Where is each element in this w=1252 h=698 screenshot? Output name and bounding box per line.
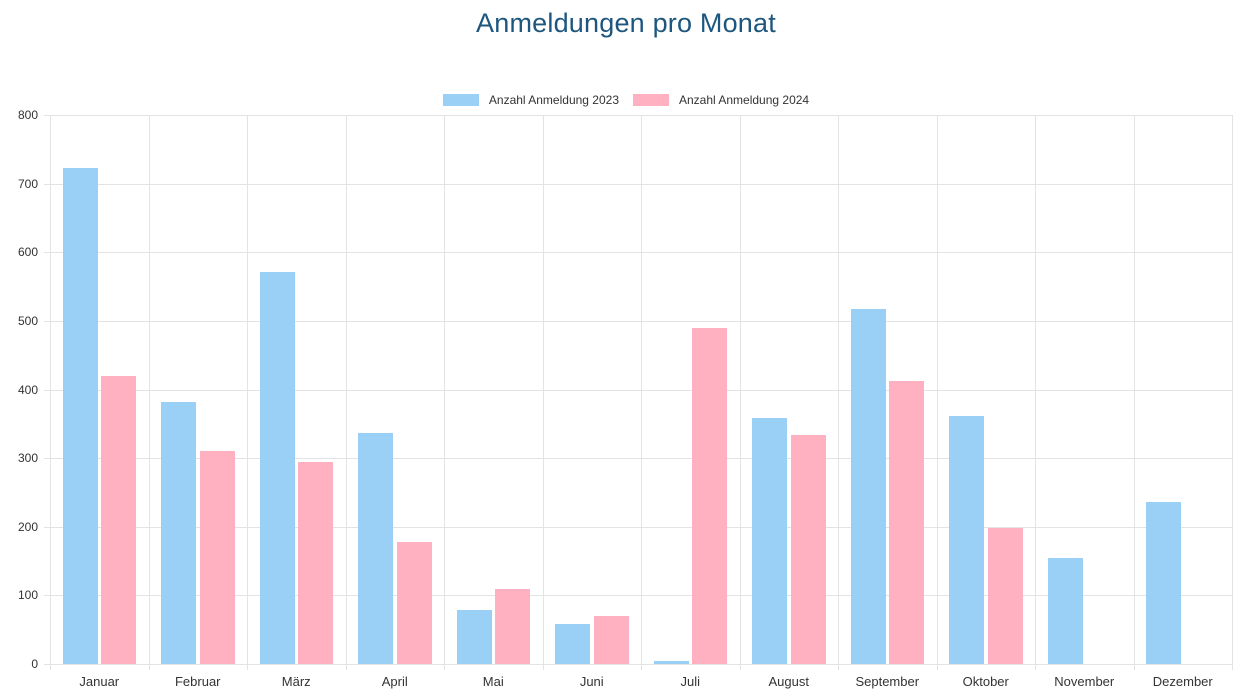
- gridline-horizontal: [44, 664, 1232, 665]
- bar-2023-april[interactable]: [358, 433, 393, 664]
- y-axis-tick-label: 300: [17, 451, 38, 466]
- y-axis-tick-label: 600: [17, 245, 38, 260]
- gridline-vertical: [50, 115, 51, 670]
- x-axis-tick-label: November: [1054, 674, 1115, 689]
- gridline-horizontal: [44, 252, 1232, 254]
- gridline-vertical: [641, 115, 642, 670]
- x-axis-tick-label: April: [381, 674, 408, 689]
- bar-2024-september[interactable]: [889, 380, 924, 664]
- y-axis-tick-label: 0: [31, 657, 38, 671]
- x-axis-tick-label: September: [855, 674, 920, 689]
- bar-2023-februar[interactable]: [161, 401, 196, 664]
- y-axis-tick-label: 200: [17, 519, 38, 534]
- x-axis-tick-label: Juni: [579, 674, 604, 689]
- gridline-horizontal: [44, 320, 1232, 322]
- bar-2024-januar[interactable]: [101, 375, 136, 664]
- gridline-vertical: [936, 115, 938, 670]
- bar-2023-märz[interactable]: [259, 272, 295, 664]
- gridline-horizontal: [44, 595, 1232, 597]
- gridline-vertical: [1133, 115, 1135, 670]
- bar-2024-märz[interactable]: [298, 462, 333, 664]
- bar-2024-juli[interactable]: [692, 327, 727, 664]
- bar-2024-februar[interactable]: [199, 451, 235, 664]
- gridline-horizontal: [44, 389, 1232, 391]
- bar-2024-juni[interactable]: [593, 615, 629, 664]
- y-axis-tick-label: 500: [17, 313, 38, 328]
- bar-2024-mai[interactable]: [495, 589, 530, 664]
- chart-legend: Anzahl Anmeldung 2023 Anzahl Anmeldung 2…: [0, 93, 1252, 107]
- gridline-vertical: [542, 115, 544, 670]
- x-axis-tick-label: August: [768, 674, 809, 689]
- bar-2023-januar[interactable]: [62, 167, 98, 664]
- bar-2024-april[interactable]: [396, 541, 432, 664]
- bar-2024-august[interactable]: [790, 435, 826, 664]
- y-axis-tick-label: 700: [17, 176, 38, 191]
- gridline-vertical: [345, 115, 347, 670]
- x-axis-tick-label: Mai: [482, 674, 504, 689]
- bar-2023-mai[interactable]: [456, 610, 492, 664]
- gridline-horizontal: [44, 458, 1232, 460]
- bar-2023-juli[interactable]: [653, 660, 689, 664]
- x-axis-tick-label: Dezember: [1152, 674, 1213, 689]
- legend-item-2023[interactable]: Anzahl Anmeldung 2023: [442, 93, 619, 107]
- y-axis-tick-label: 400: [17, 382, 38, 397]
- legend-label-2024: Anzahl Anmeldung 2024: [679, 93, 810, 107]
- x-axis-tick-label: Oktober: [962, 674, 1009, 689]
- chart-title: Anmeldungen pro Monat: [476, 8, 776, 38]
- gridline-horizontal: [44, 115, 1232, 116]
- gridline-vertical: [739, 115, 741, 670]
- y-axis-tick-label: 800: [17, 108, 38, 122]
- bar-2023-dezember[interactable]: [1146, 502, 1181, 664]
- bar-2023-november[interactable]: [1047, 558, 1083, 664]
- legend-swatch-2023-icon: [442, 94, 479, 106]
- gridline-vertical: [1035, 115, 1036, 670]
- gridline-horizontal: [44, 526, 1232, 528]
- gridline-horizontal: [44, 183, 1232, 185]
- bar-2024-oktober[interactable]: [987, 528, 1023, 664]
- gridline-vertical: [1232, 115, 1233, 670]
- legend-swatch-2024-icon: [633, 94, 669, 106]
- gridline-vertical: [148, 115, 150, 670]
- legend-label-2023: Anzahl Anmeldung 2023: [488, 93, 619, 107]
- x-axis-tick-label: März: [281, 674, 311, 689]
- x-axis-tick-label: Februar: [174, 674, 221, 689]
- y-axis-tick-label: 100: [17, 588, 38, 603]
- legend-item-2024[interactable]: Anzahl Anmeldung 2024: [633, 93, 809, 107]
- bar-2023-juni[interactable]: [555, 623, 590, 664]
- bar-2023-august[interactable]: [752, 417, 787, 664]
- bar-2023-september[interactable]: [850, 308, 886, 664]
- gridline-vertical: [444, 115, 445, 670]
- gridline-vertical: [838, 115, 839, 670]
- x-axis-tick-label: Januar: [79, 674, 120, 689]
- x-axis-tick-label: Juli: [680, 674, 700, 689]
- bar-2023-oktober[interactable]: [949, 415, 984, 664]
- gridline-vertical: [247, 115, 248, 670]
